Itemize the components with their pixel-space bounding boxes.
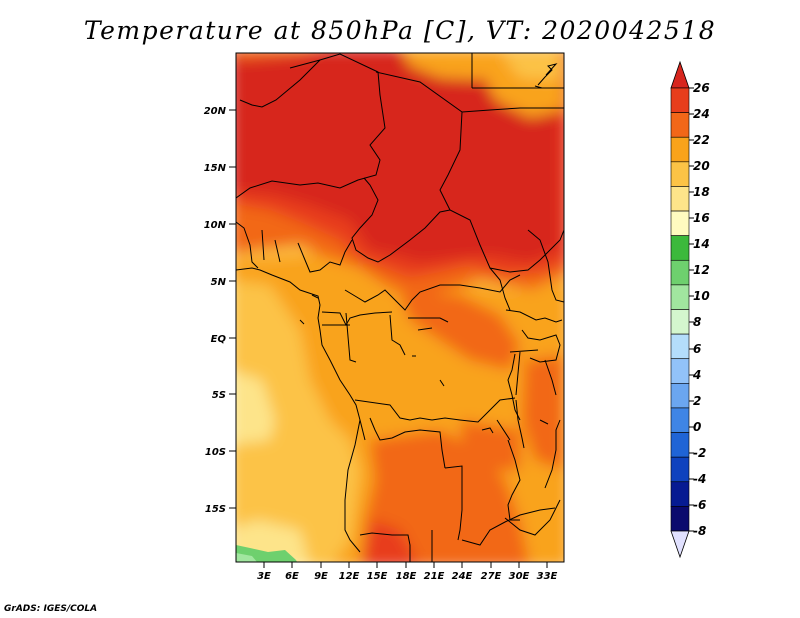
colorbar-label: 2 [693,394,701,408]
colorbar-label: 10 [693,289,710,303]
colorbar-label: 0 [693,420,701,434]
lat-label: 15N [204,163,227,174]
colorbar-box [670,235,690,261]
lon-label: 12E [339,571,360,582]
colorbar-label: 22 [693,133,710,147]
lon-label: 21E [424,571,445,582]
colorbar: 26 24 22 20 18 16 14 12 10 8 6 4 2 0 -2 … [670,60,710,559]
colorbar-label: 24 [693,107,710,121]
lon-label: 24E [452,571,473,582]
lon-label: 33E [537,571,558,582]
colorbar-box [670,506,690,532]
colorbar-box [670,407,690,433]
lon-label: 27E [481,571,502,582]
colorbar-box [670,161,690,187]
colorbar-label: 18 [693,185,710,199]
lon-label: 18E [396,571,417,582]
colorbar-label: 26 [693,81,710,95]
colorbar-label: -6 [693,498,706,512]
colorbar-bottom-arrow [670,530,690,559]
colorbar-boxes [670,87,690,532]
colorbar-box [670,87,690,113]
lat-label: EQ [211,334,227,345]
colorbar-label: -8 [693,524,706,538]
colorbar-label: -4 [693,472,706,486]
lon-label: 9E [314,571,328,582]
longitude-axis: 3E 6E 9E 12E 15E 18E 21E 24E 27E 30E 33E [257,562,558,582]
colorbar-box [670,259,690,286]
colorbar-box [670,309,690,335]
lat-label: 15S [205,504,226,515]
lat-label: 5N [211,277,227,288]
grads-credit: GrADS: IGES/COLA [4,604,98,614]
colorbar-box [670,481,690,507]
lat-label: 5S [212,390,226,401]
lon-label: 3E [257,571,271,582]
colorbar-label: -2 [693,446,706,460]
colorbar-label: 16 [693,211,710,225]
lat-label: 10S [205,447,226,458]
lon-label: 15E [367,571,388,582]
colorbar-label: 20 [693,159,710,173]
colorbar-ticks [689,87,694,532]
map-title: Temperature at 850hPa [C], VT: 202004251… [83,16,717,45]
colorbar-label: 12 [693,263,710,277]
lon-label: 30E [509,571,530,582]
colorbar-label: 14 [693,237,710,251]
colorbar-label: 4 [692,368,701,382]
map-frame [235,52,565,563]
colorbar-top-arrow [670,60,690,89]
colorbar-label: 8 [693,315,701,329]
colorbar-box [670,333,690,360]
lon-label: 6E [285,571,299,582]
colorbar-box [670,284,690,310]
lat-label: 20N [204,106,227,117]
country-boundaries [236,53,564,562]
colorbar-box [670,210,690,236]
colorbar-box [670,186,690,212]
colorbar-label: 6 [693,342,701,356]
colorbar-box [670,456,690,483]
colorbar-box [670,432,690,458]
colorbar-box [670,112,690,138]
colorbar-box [670,136,690,163]
latitude-axis: 20N 15N 10N 5N EQ 5S 10S 15S [204,106,236,515]
colorbar-box [670,358,690,384]
lat-label: 10N [204,220,227,231]
colorbar-box [670,383,690,409]
temperature-field [236,53,564,562]
